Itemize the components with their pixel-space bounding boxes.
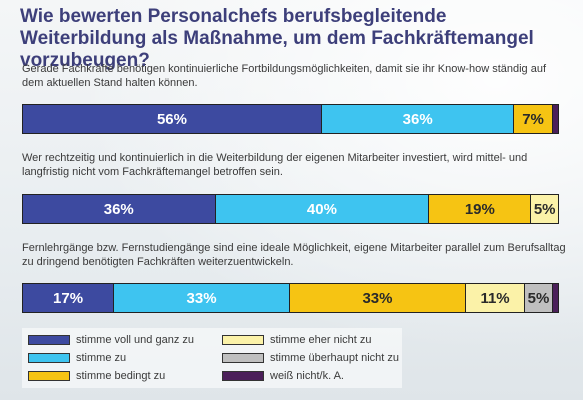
bar-segment-bedingt-q1: 7%: [513, 105, 552, 133]
bar-segment-eher_nicht-q2: 5%: [530, 195, 558, 223]
data-label: 17%: [53, 289, 84, 307]
legend-item-zu: stimme zu: [28, 352, 126, 364]
data-label: 19%: [464, 200, 495, 218]
legend-item-weiss_nicht: weiß nicht/k. A.: [222, 370, 344, 382]
data-label: 5%: [527, 289, 550, 307]
legend-swatch: [222, 335, 264, 345]
data-label: 11%: [480, 289, 510, 307]
bar-segment-bedingt-q3: 33%: [289, 284, 465, 312]
bar-question-1: 56% 36% 7%: [22, 104, 559, 134]
bar-segment-zu-q1: 36%: [320, 105, 514, 133]
chart-title: Wie bewerten Personalchefs berufsbegleit…: [20, 6, 534, 71]
legend-label: weiß nicht/k. A.: [270, 370, 344, 382]
legend-label: stimme voll und ganz zu: [76, 334, 194, 346]
legend-swatch: [28, 371, 70, 381]
bar-segment-weiss_nicht-q1: [551, 105, 558, 133]
bar-question-3: 17% 33% 33% 11% 5%: [22, 283, 559, 313]
bar-segment-ueberhaupt_nicht-q3: 5%: [524, 284, 552, 312]
data-label: 36%: [103, 200, 134, 218]
legend-swatch: [222, 353, 264, 363]
bar-segment-weiss_nicht-q3: [551, 284, 558, 312]
data-label: 56%: [156, 110, 187, 128]
legend: stimme voll und ganz zu stimme zu stimme b…: [22, 328, 402, 388]
legend-swatch: [28, 353, 70, 363]
legend-swatch: [28, 335, 70, 345]
bar-question-2: 36% 40% 19% 5%: [22, 194, 559, 224]
bar-segment-eher_nicht-q3: 11%: [464, 284, 525, 312]
bar-segment-zu-q3: 33%: [113, 284, 289, 312]
data-label: 40%: [306, 200, 337, 218]
legend-item-ueberhaupt_nicht: stimme überhaupt nicht zu: [222, 352, 399, 364]
data-label: 33%: [186, 289, 217, 307]
bar-segment-bedingt-q2: 19%: [428, 195, 531, 223]
legend-label: stimme überhaupt nicht zu: [270, 352, 400, 364]
bar-segment-zu-q2: 40%: [214, 195, 429, 223]
data-label: 36%: [402, 110, 433, 128]
legend-label: stimme zu: [76, 352, 127, 364]
question-1: Gerade Fachkräfte benötigen kontinuierli…: [22, 63, 547, 89]
data-label: 5%: [533, 200, 556, 218]
legend-item-voll: stimme voll und ganz zu: [28, 334, 194, 346]
legend-swatch: [222, 371, 264, 381]
bar-segment-voll-q2: 36%: [23, 195, 215, 223]
question-3: Fernlehrgänge bzw. Fernstudiengänge sind…: [22, 242, 566, 268]
bar-segment-voll-q1: 56%: [23, 105, 321, 133]
legend-item-bedingt: stimme bedingt zu: [28, 370, 165, 382]
legend-label: stimme eher nicht zu: [270, 334, 372, 346]
legend-label: stimme bedingt zu: [76, 370, 166, 382]
legend-item-eher_nicht: stimme eher nicht zu: [222, 334, 371, 346]
question-2: Wer rechtzeitig und kontinuierlich in di…: [22, 152, 528, 178]
data-label: 33%: [362, 289, 393, 307]
data-label: 7%: [522, 110, 544, 128]
bar-segment-voll-q3: 17%: [23, 284, 114, 312]
